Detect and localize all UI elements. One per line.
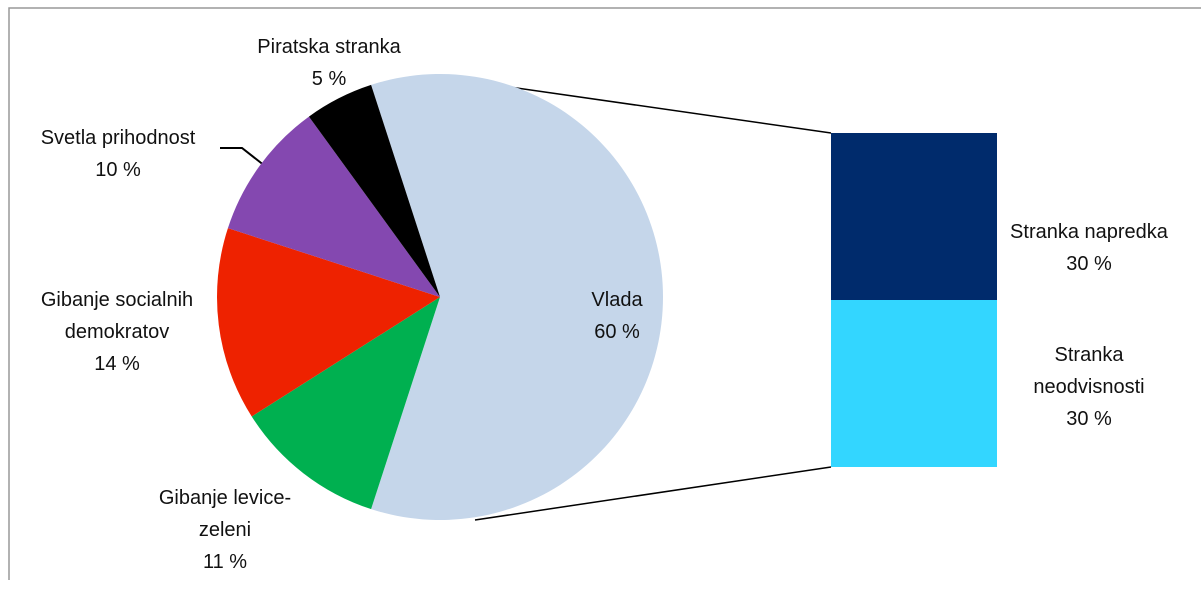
pie-slice <box>217 228 440 417</box>
category-label: Gibanje socialnih demokratov <box>40 289 194 343</box>
category-label: Stranka neodvisnosti <box>1033 344 1145 398</box>
category-label: Piratska stranka <box>257 36 401 58</box>
category-label: Vlada <box>591 289 643 311</box>
value-label: 14 % <box>94 353 140 375</box>
bar-segment <box>831 133 997 300</box>
data-label: Stranka neodvisnosti 30 % <box>1024 339 1154 435</box>
bar-segment <box>831 300 997 467</box>
data-label: Vlada 60 % <box>557 284 677 348</box>
leader-line <box>220 147 266 167</box>
pie-slice <box>251 297 440 510</box>
category-label: Stranka napredka <box>1010 221 1168 243</box>
category-label: Svetla prihodnost <box>40 127 196 149</box>
frame <box>8 7 1201 580</box>
category-label: Gibanje levice-zeleni <box>158 487 292 541</box>
pie-slice <box>371 73 664 520</box>
value-label: 5 % <box>311 68 347 90</box>
connector <box>474 466 832 521</box>
data-label: Gibanje levice-zeleni 11 % <box>145 482 305 578</box>
pie-slice <box>227 116 440 298</box>
data-label: Piratska stranka 5 % <box>219 31 439 95</box>
data-label: Stranka napredka 30 % <box>989 216 1189 280</box>
value-label: 30 % <box>1066 408 1112 430</box>
value-label: 10 % <box>95 159 141 181</box>
value-label: 11 % <box>202 551 248 573</box>
value-label: 30 % <box>1066 253 1112 275</box>
data-label: Gibanje socialnih demokratov 14 % <box>17 284 217 380</box>
value-label: 60 % <box>594 321 640 343</box>
pie-slice <box>308 84 440 297</box>
connector <box>474 81 832 134</box>
data-label: Svetla prihodnost 10 % <box>8 122 228 186</box>
